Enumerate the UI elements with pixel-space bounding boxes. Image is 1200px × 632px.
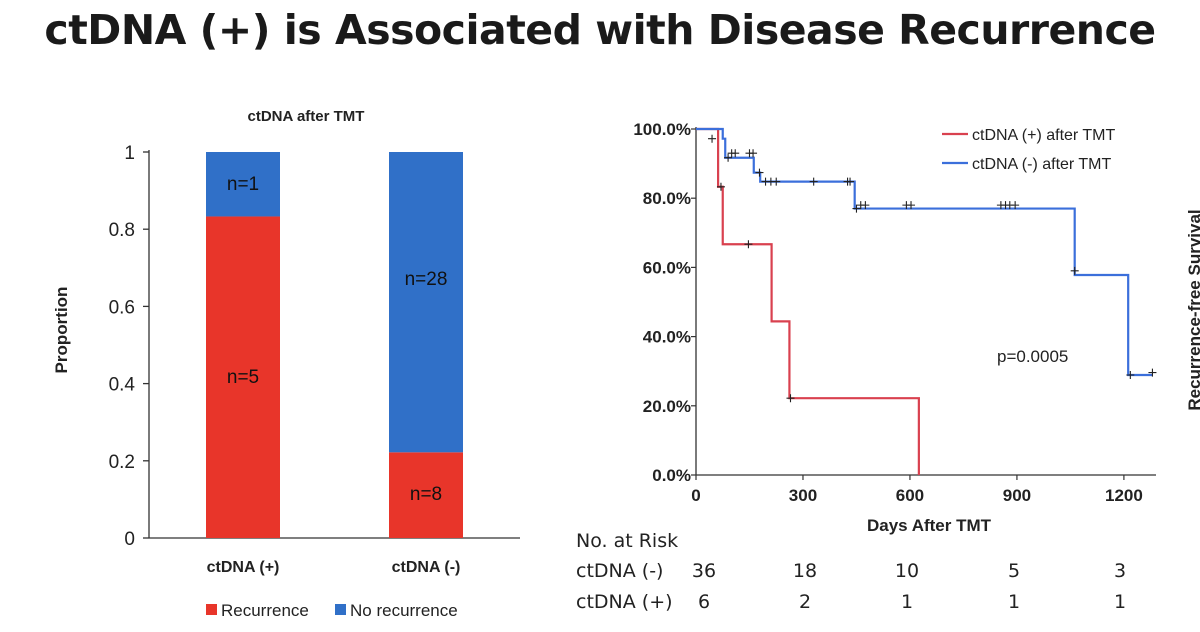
legend-label: Recurrence <box>221 601 309 620</box>
km-y-tick-label: 20.0% <box>643 397 691 416</box>
censor-mark <box>755 168 764 177</box>
legend-swatch <box>335 604 346 615</box>
censor-mark <box>731 149 740 158</box>
kaplan-meier-chart: Recurrence-free Survival Days After TMT … <box>633 120 1200 535</box>
risk-table-header: No. at Risk <box>576 530 679 552</box>
km-legend-label: ctDNA (+) after TMT <box>972 127 1116 144</box>
y-tick-label: 0 <box>124 529 135 550</box>
slide-title: ctDNA (+) is Associated with Disease Rec… <box>44 6 1156 54</box>
x-tick-label: ctDNA (-) <box>392 559 461 576</box>
x-tick-label: ctDNA (+) <box>207 559 280 576</box>
censor-mark <box>724 153 733 162</box>
bar-segment <box>206 216 280 538</box>
km-y-tick-label: 40.0% <box>643 328 691 347</box>
stacked-bar-chart: ctDNA after TMT Proportion 0 0.2 0.4 0.6 0.8… <box>52 108 520 620</box>
km-x-tick-label: 600 <box>896 486 924 505</box>
risk-count: 1 <box>900 591 914 613</box>
bar-data-label: n=28 <box>405 269 448 290</box>
km-x-tick-label: 0 <box>691 486 700 505</box>
censor-mark <box>809 177 818 186</box>
risk-row-label: ctDNA (+) <box>576 591 673 613</box>
bar-data-label: n=8 <box>410 484 442 505</box>
censor-mark <box>772 177 781 186</box>
bar-chart-title: ctDNA after TMT <box>248 108 365 125</box>
km-x-tick-label: 300 <box>789 486 817 505</box>
bar-segment <box>389 152 463 453</box>
km-legend-label: ctDNA (-) after TMT <box>972 156 1111 173</box>
y-tick-label: 1 <box>124 143 135 164</box>
risk-count: 6 <box>697 591 711 613</box>
km-y-axis-label: Recurrence-free Survival <box>1185 209 1200 410</box>
km-y-tick-label: 80.0% <box>643 189 691 208</box>
y-tick-label: 0.8 <box>109 220 135 241</box>
legend-label: No recurrence <box>350 601 458 620</box>
km-y-tick-label: 100.0% <box>633 120 691 139</box>
censor-mark <box>749 149 758 158</box>
legend-swatch <box>206 604 217 615</box>
km-x-tick-label: 1200 <box>1105 486 1143 505</box>
km-curve-ctdna-negative <box>696 127 1153 377</box>
bar-data-label: n=5 <box>227 367 259 388</box>
censor-mark <box>1070 266 1079 275</box>
km-y-tick-label: 60.0% <box>643 258 691 277</box>
km-curve-ctdna-positive <box>696 127 920 475</box>
km-x-axis-label: Days After TMT <box>867 516 992 535</box>
censor-mark <box>708 134 717 143</box>
p-value-annotation: p=0.0005 <box>997 347 1068 366</box>
risk-row-label: ctDNA (-) <box>576 560 664 582</box>
censor-mark <box>1126 371 1135 380</box>
km-x-tick-label: 900 <box>1003 486 1031 505</box>
censor-mark <box>1148 368 1157 377</box>
bar-data-label: n=1 <box>227 174 259 195</box>
censor-mark <box>846 177 855 186</box>
censor-mark <box>852 204 861 213</box>
risk-count: 36 <box>691 560 717 582</box>
risk-count: 10 <box>894 560 920 582</box>
y-tick-label: 0.2 <box>109 452 135 473</box>
bar-segment <box>389 452 463 538</box>
risk-table: No. at Risk ctDNA (-) 36 18 10 5 3 ctDNA (+) 6 2 1… <box>576 528 1176 628</box>
km-y-tick-label: 0.0% <box>652 466 691 485</box>
censor-mark <box>744 240 753 249</box>
risk-count: 5 <box>1007 560 1021 582</box>
censor-mark <box>1011 201 1020 210</box>
risk-count: 1 <box>1113 591 1127 613</box>
censor-mark <box>907 201 916 210</box>
censor-mark <box>716 182 725 191</box>
y-tick-label: 0.4 <box>109 375 136 396</box>
censor-mark <box>786 394 795 403</box>
risk-count: 18 <box>792 560 818 582</box>
bar-y-axis-label: Proportion <box>52 287 71 374</box>
censor-mark <box>861 201 870 210</box>
y-tick-label: 0.6 <box>109 297 135 318</box>
risk-count: 2 <box>798 591 812 613</box>
risk-count: 3 <box>1113 560 1127 582</box>
risk-count: 1 <box>1007 591 1021 613</box>
bar-segment <box>206 152 280 217</box>
